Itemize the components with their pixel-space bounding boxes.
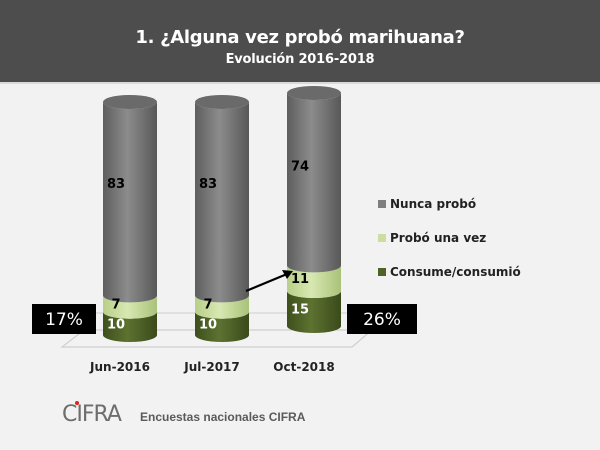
- legend-item: Nunca probó: [378, 197, 476, 211]
- annotation-box-left: 17%: [32, 304, 96, 334]
- bar-segment: [195, 311, 249, 342]
- chart-subtitle: Evolución 2016-2018: [225, 52, 375, 67]
- data-label: 11: [291, 272, 309, 287]
- bar-stack-jul-2017: [195, 95, 249, 342]
- data-label: 10: [199, 317, 217, 332]
- x-tick-labels: Jun-2016 Jul-2017 Oct-2018: [89, 360, 335, 374]
- bar-segment: [195, 295, 249, 319]
- legend-swatch: [378, 268, 386, 276]
- annotation-box: [32, 304, 96, 334]
- bar-stack-oct-2018: [287, 86, 341, 333]
- header-banner: 1. ¿Alguna vez probó marihuana? Evolució…: [0, 0, 600, 82]
- bar-segment: [287, 291, 341, 333]
- x-tick-label: Jul-2017: [183, 360, 240, 374]
- data-label: 7: [203, 298, 212, 313]
- bar-segment: [103, 295, 157, 319]
- bar-top-cap: [287, 86, 341, 100]
- legend-label: Probó una vez: [390, 231, 486, 245]
- arrow-head: [282, 270, 293, 279]
- annotation-text: 17%: [45, 310, 83, 330]
- bar-top-cap: [103, 95, 157, 109]
- bar-segment: [287, 265, 341, 299]
- chart-title: 1. ¿Alguna vez probó marihuana?: [135, 27, 465, 48]
- data-label: 10: [107, 317, 125, 332]
- bar-segment: [103, 311, 157, 342]
- header-divider: [0, 82, 600, 84]
- bar-stack-jun-2016: [103, 95, 157, 342]
- legend-label: Consume/consumió: [390, 265, 521, 279]
- legend-label: Nunca probó: [390, 197, 476, 211]
- trend-arrow: [245, 270, 293, 293]
- data-label: 74: [291, 159, 309, 174]
- annotations: 17% 26%: [32, 270, 417, 334]
- annotation-box-right: 26%: [347, 304, 417, 334]
- logo-text: CIFRA: [62, 402, 122, 427]
- data-label: 83: [199, 177, 217, 192]
- annotation-box: [347, 304, 417, 334]
- data-label: 15: [291, 303, 309, 318]
- data-label: 7: [111, 298, 120, 313]
- legend-swatch: [378, 234, 386, 242]
- cifra-logo: CIFRA: [62, 400, 122, 430]
- annotation-text: 26%: [363, 310, 401, 330]
- x-tick-label: Oct-2018: [273, 360, 334, 374]
- arrow-shaft: [245, 272, 288, 293]
- data-label: 83: [107, 177, 125, 192]
- bar-segment: [195, 102, 249, 303]
- bar-segment: [287, 93, 341, 273]
- source-note: Encuestas nacionales CIFRA: [140, 410, 306, 424]
- bars-group: [103, 86, 341, 342]
- logo-dot: [75, 401, 79, 405]
- data-labels-group: 10 7 83 10 7 83 15 11 74: [107, 159, 309, 332]
- legend: Nunca probó Probó una vez Consume/consumió: [378, 197, 521, 279]
- bar-top-cap: [195, 95, 249, 109]
- bar-segment: [103, 102, 157, 303]
- legend-swatch: [378, 200, 386, 208]
- legend-item: Probó una vez: [378, 231, 486, 245]
- legend-item: Consume/consumió: [378, 265, 521, 279]
- x-tick-label: Jun-2016: [89, 360, 150, 374]
